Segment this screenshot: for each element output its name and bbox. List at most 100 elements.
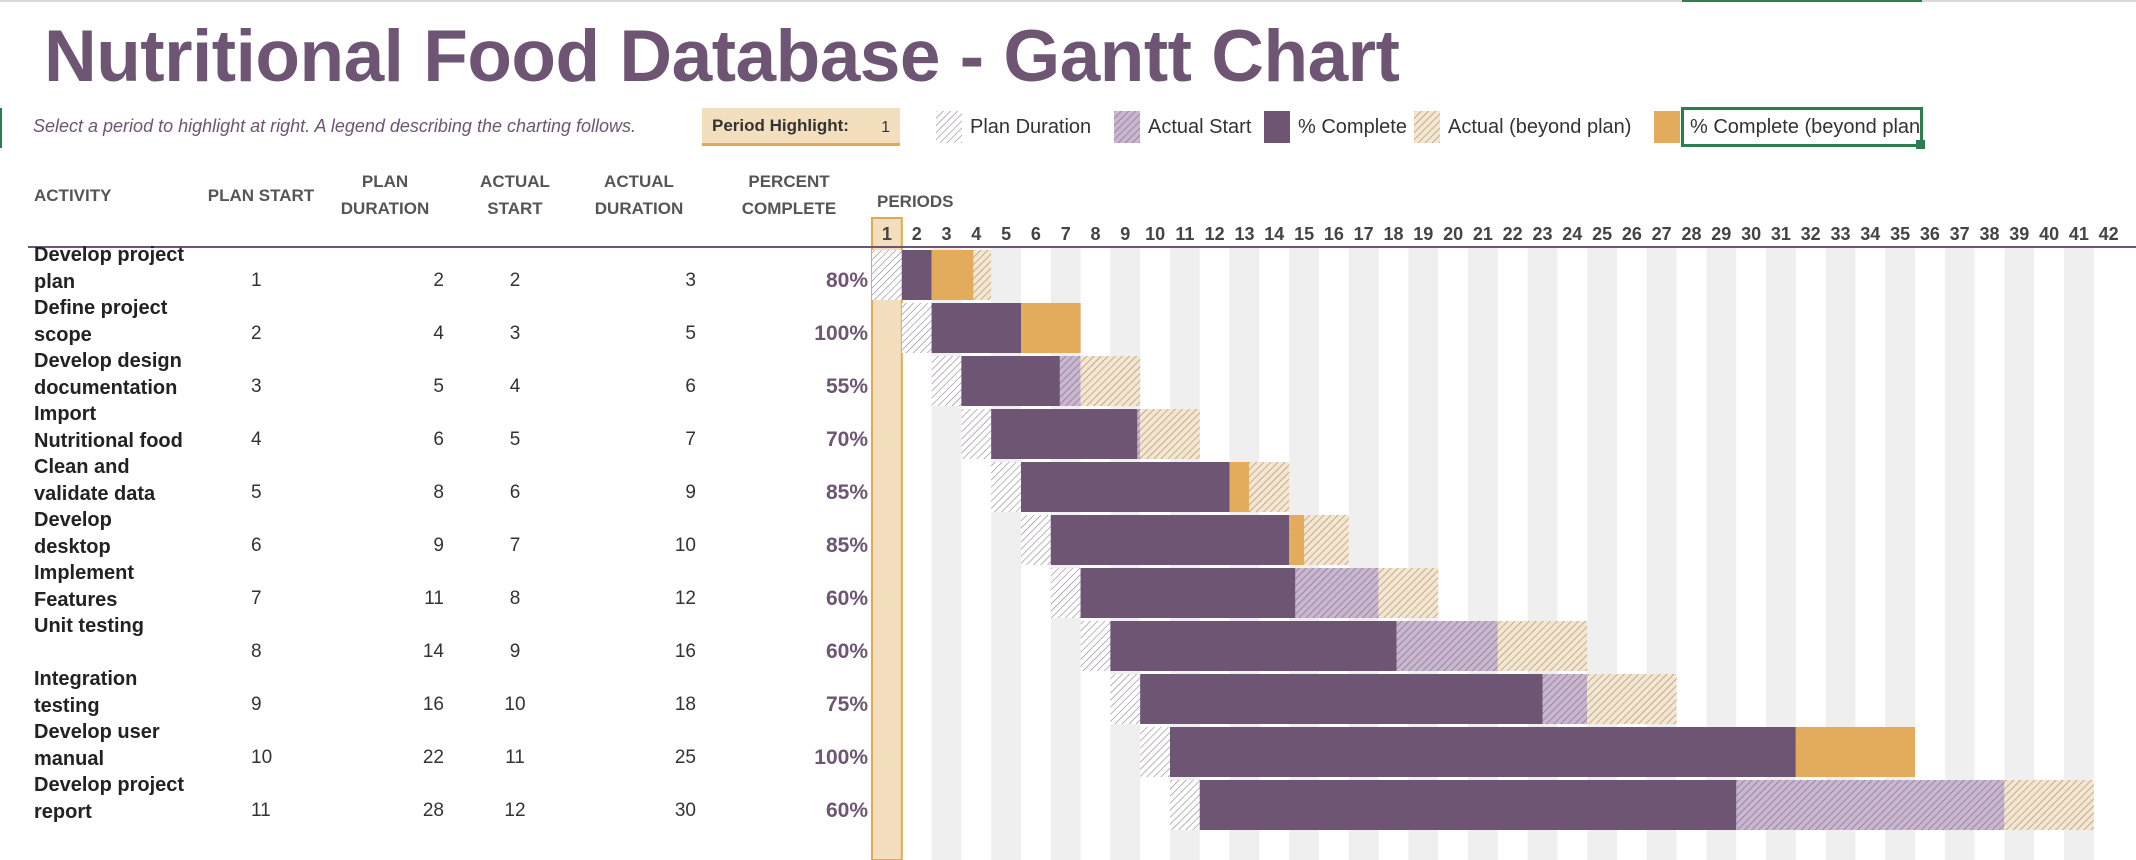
- plan-duration-cell[interactable]: 22: [422, 747, 444, 768]
- percent-complete-cell[interactable]: 80%: [825, 269, 868, 292]
- activity-name[interactable]: Clean and validate data: [34, 454, 234, 508]
- period-number[interactable]: 5: [1001, 224, 1011, 244]
- actual-duration-cell[interactable]: 3: [685, 270, 696, 291]
- actual-start-cell[interactable]: 11: [505, 747, 525, 768]
- period-number[interactable]: 9: [1120, 224, 1130, 244]
- period-number[interactable]: 1: [882, 224, 892, 244]
- actual-start-cell[interactable]: 2: [509, 270, 521, 291]
- period-number[interactable]: 3: [941, 224, 951, 244]
- actual-duration-cell[interactable]: 5: [685, 323, 696, 344]
- period-number[interactable]: 16: [1324, 224, 1344, 244]
- activity-name[interactable]: Implement Features: [34, 560, 234, 614]
- plan-duration-cell[interactable]: 4: [433, 323, 444, 344]
- actual-duration-cell[interactable]: 12: [674, 588, 696, 609]
- period-number[interactable]: 10: [1145, 224, 1165, 244]
- period-number[interactable]: 27: [1652, 224, 1672, 244]
- percent-complete-cell[interactable]: 100%: [814, 746, 868, 769]
- period-number[interactable]: 36: [1920, 224, 1940, 244]
- actual-duration-cell[interactable]: 6: [685, 376, 696, 397]
- plan-duration-cell[interactable]: 8: [433, 482, 444, 503]
- period-highlight-value[interactable]: 1: [881, 119, 890, 136]
- plan-duration-cell[interactable]: 9: [433, 535, 444, 556]
- plan-duration-cell[interactable]: 5: [433, 376, 444, 397]
- percent-complete-cell[interactable]: 60%: [825, 640, 868, 663]
- period-number[interactable]: 6: [1031, 224, 1041, 244]
- percent-complete-cell[interactable]: 55%: [825, 375, 868, 398]
- plan-start-cell[interactable]: 1: [251, 270, 262, 291]
- period-number[interactable]: 41: [2069, 224, 2089, 244]
- activity-name[interactable]: Develop desktop: [34, 507, 234, 561]
- activity-name[interactable]: Integration testing: [34, 666, 234, 720]
- actual-start-cell[interactable]: 10: [504, 694, 526, 715]
- plan-duration-cell[interactable]: 2: [433, 270, 444, 291]
- plan-duration-cell[interactable]: 6: [433, 429, 444, 450]
- percent-complete-cell[interactable]: 70%: [825, 428, 868, 451]
- actual-duration-cell[interactable]: 9: [685, 482, 696, 503]
- percent-complete-cell[interactable]: 100%: [814, 322, 868, 345]
- period-number[interactable]: 18: [1383, 224, 1403, 244]
- plan-start-cell[interactable]: 11: [251, 800, 271, 821]
- period-number[interactable]: 15: [1294, 224, 1314, 244]
- period-number[interactable]: 39: [2009, 224, 2029, 244]
- period-number[interactable]: 24: [1562, 224, 1582, 244]
- actual-start-cell[interactable]: 7: [509, 535, 521, 556]
- period-number[interactable]: 38: [1979, 224, 1999, 244]
- period-number[interactable]: 4: [971, 224, 981, 244]
- activity-name[interactable]: Develop user manual: [34, 719, 234, 773]
- period-number[interactable]: 30: [1741, 224, 1761, 244]
- period-number[interactable]: 7: [1061, 224, 1071, 244]
- percent-complete-cell[interactable]: 60%: [825, 799, 868, 822]
- period-number[interactable]: 21: [1473, 224, 1493, 244]
- period-number[interactable]: 23: [1532, 224, 1552, 244]
- percent-complete-cell[interactable]: 85%: [825, 481, 868, 504]
- plan-start-cell[interactable]: 3: [251, 376, 262, 397]
- plan-duration-cell[interactable]: 16: [422, 694, 444, 715]
- period-number[interactable]: 29: [1711, 224, 1731, 244]
- plan-duration-cell[interactable]: 14: [422, 641, 444, 662]
- period-number[interactable]: 31: [1771, 224, 1791, 244]
- period-number[interactable]: 13: [1234, 224, 1254, 244]
- period-number[interactable]: 33: [1830, 224, 1850, 244]
- legend-complete-beyond-plan[interactable]: % Complete (beyond plan: [1681, 107, 1923, 147]
- period-number[interactable]: 40: [2039, 224, 2059, 244]
- actual-start-cell[interactable]: 3: [509, 323, 521, 344]
- actual-duration-cell[interactable]: 18: [674, 694, 696, 715]
- actual-start-cell[interactable]: 8: [509, 588, 521, 609]
- period-number[interactable]: 28: [1681, 224, 1701, 244]
- period-number[interactable]: 2: [912, 224, 922, 244]
- actual-duration-cell[interactable]: 10: [674, 535, 696, 556]
- activity-name[interactable]: Develop project plan: [34, 242, 234, 296]
- actual-start-cell[interactable]: 5: [509, 429, 521, 450]
- activity-name[interactable]: Unit testing: [34, 613, 234, 640]
- plan-duration-cell[interactable]: 11: [424, 588, 444, 609]
- period-number[interactable]: 11: [1175, 224, 1194, 244]
- plan-start-cell[interactable]: 2: [251, 323, 262, 344]
- period-number[interactable]: 32: [1801, 224, 1821, 244]
- percent-complete-cell[interactable]: 75%: [825, 693, 868, 716]
- period-number[interactable]: 22: [1503, 224, 1523, 244]
- period-number[interactable]: 8: [1090, 224, 1100, 244]
- actual-duration-cell[interactable]: 7: [685, 429, 696, 450]
- period-number[interactable]: 19: [1413, 224, 1433, 244]
- period-number[interactable]: 35: [1890, 224, 1910, 244]
- period-number[interactable]: 26: [1622, 224, 1642, 244]
- plan-start-cell[interactable]: 9: [251, 694, 262, 715]
- activity-name[interactable]: Develop design documentation: [34, 348, 234, 402]
- period-number[interactable]: 34: [1860, 224, 1880, 244]
- period-number[interactable]: 20: [1443, 224, 1463, 244]
- period-number[interactable]: 42: [2099, 224, 2119, 244]
- actual-start-cell[interactable]: 9: [509, 641, 521, 662]
- period-number[interactable]: 12: [1205, 224, 1225, 244]
- period-number[interactable]: 17: [1354, 224, 1374, 244]
- actual-duration-cell[interactable]: 30: [674, 800, 696, 821]
- actual-start-cell[interactable]: 6: [509, 482, 521, 503]
- actual-start-cell[interactable]: 12: [504, 800, 526, 821]
- plan-start-cell[interactable]: 4: [251, 429, 262, 450]
- plan-start-cell[interactable]: 8: [251, 641, 262, 662]
- period-number[interactable]: 14: [1264, 224, 1284, 244]
- plan-start-cell[interactable]: 5: [251, 482, 262, 503]
- actual-duration-cell[interactable]: 16: [674, 641, 696, 662]
- actual-duration-cell[interactable]: 25: [674, 747, 696, 768]
- period-number[interactable]: 37: [1950, 224, 1970, 244]
- activity-name[interactable]: Develop project report: [34, 772, 234, 826]
